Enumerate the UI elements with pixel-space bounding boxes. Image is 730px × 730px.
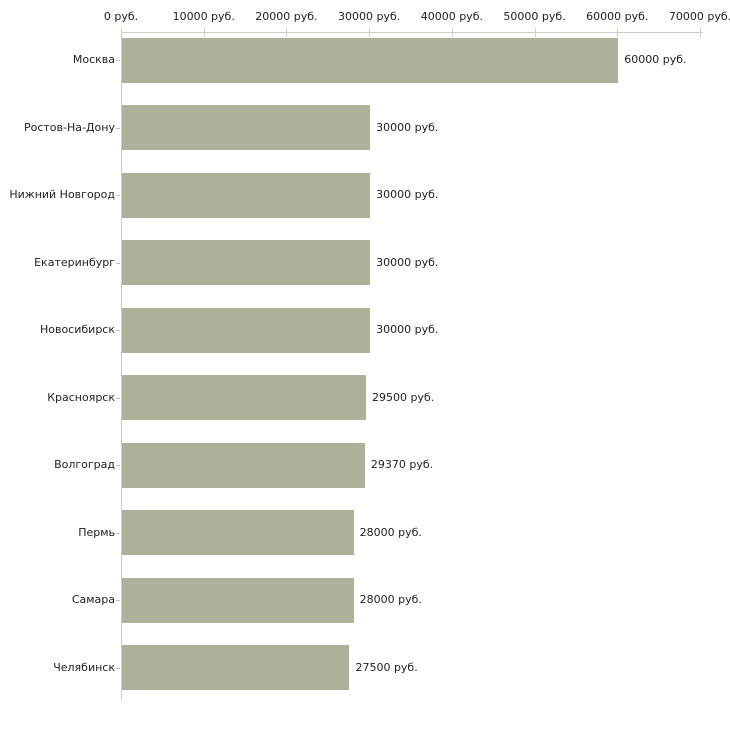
bar-9 — [122, 645, 350, 690]
category-label: Пермь — [78, 525, 115, 539]
x-axis-line — [121, 32, 703, 33]
bar-1 — [122, 105, 371, 150]
value-label: 30000 руб. — [376, 323, 439, 336]
y-axis-line — [121, 32, 122, 700]
x-axis-tick — [451, 28, 453, 37]
x-axis-tick — [286, 28, 288, 37]
category-label: Москва — [72, 53, 115, 66]
category-tick — [116, 195, 120, 196]
x-axis-tick-label: 30000 руб. — [338, 10, 401, 23]
x-axis-tick — [121, 28, 122, 37]
category-tick — [116, 532, 120, 534]
value-label: 30000 руб. — [376, 120, 439, 134]
category-tick — [116, 127, 120, 129]
value-label: 60000 руб. — [624, 53, 687, 66]
x-axis-tick — [369, 28, 371, 37]
bar-7 — [122, 510, 354, 555]
category-tick — [116, 600, 120, 601]
bar-6 — [122, 442, 365, 488]
category-label: Самара — [71, 593, 115, 606]
value-label: 29370 руб. — [370, 458, 434, 471]
category-tick — [116, 397, 120, 399]
x-axis-tick-label: 70000 руб. — [668, 10, 730, 23]
bar-5 — [122, 375, 366, 420]
x-axis-tick-label: 20000 руб. — [255, 10, 318, 23]
value-label: 30000 руб. — [376, 188, 439, 201]
category-tick — [116, 667, 120, 669]
x-axis-tick-label: 10000 руб. — [172, 10, 235, 23]
category-label: Челябинск — [53, 660, 115, 674]
category-label: Волгоград — [54, 458, 115, 471]
bar-8 — [122, 577, 354, 623]
bar-4 — [122, 307, 371, 353]
category-label: Екатеринбург — [34, 255, 115, 269]
category-label: Нижний Новгород — [9, 188, 115, 201]
value-label: 27500 руб. — [355, 660, 418, 674]
category-tick — [116, 465, 120, 466]
value-label: 28000 руб. — [359, 593, 422, 606]
category-tick — [116, 262, 120, 264]
x-axis-tick — [203, 28, 205, 37]
value-label: 30000 руб. — [376, 255, 439, 269]
category-label: Красноярск — [47, 390, 115, 404]
category-tick — [116, 60, 120, 61]
x-axis-tick-label: 60000 руб. — [586, 10, 649, 23]
category-tick — [116, 330, 120, 331]
x-axis-tick — [617, 28, 619, 37]
value-label: 28000 руб. — [359, 525, 422, 539]
bar-3 — [122, 240, 371, 285]
x-axis-tick-label: 50000 руб. — [503, 10, 566, 23]
bar-0 — [122, 37, 619, 83]
x-axis-tick — [700, 28, 701, 37]
bar-2 — [122, 172, 371, 218]
x-axis-tick-label: 40000 руб. — [420, 10, 483, 23]
category-label: Ростов-На-Дону — [23, 120, 115, 134]
category-label: Новосибирск — [39, 323, 115, 336]
x-axis-tick — [534, 28, 536, 37]
value-label: 29500 руб. — [372, 390, 435, 404]
x-axis-tick-label: 0 руб. — [103, 10, 139, 23]
